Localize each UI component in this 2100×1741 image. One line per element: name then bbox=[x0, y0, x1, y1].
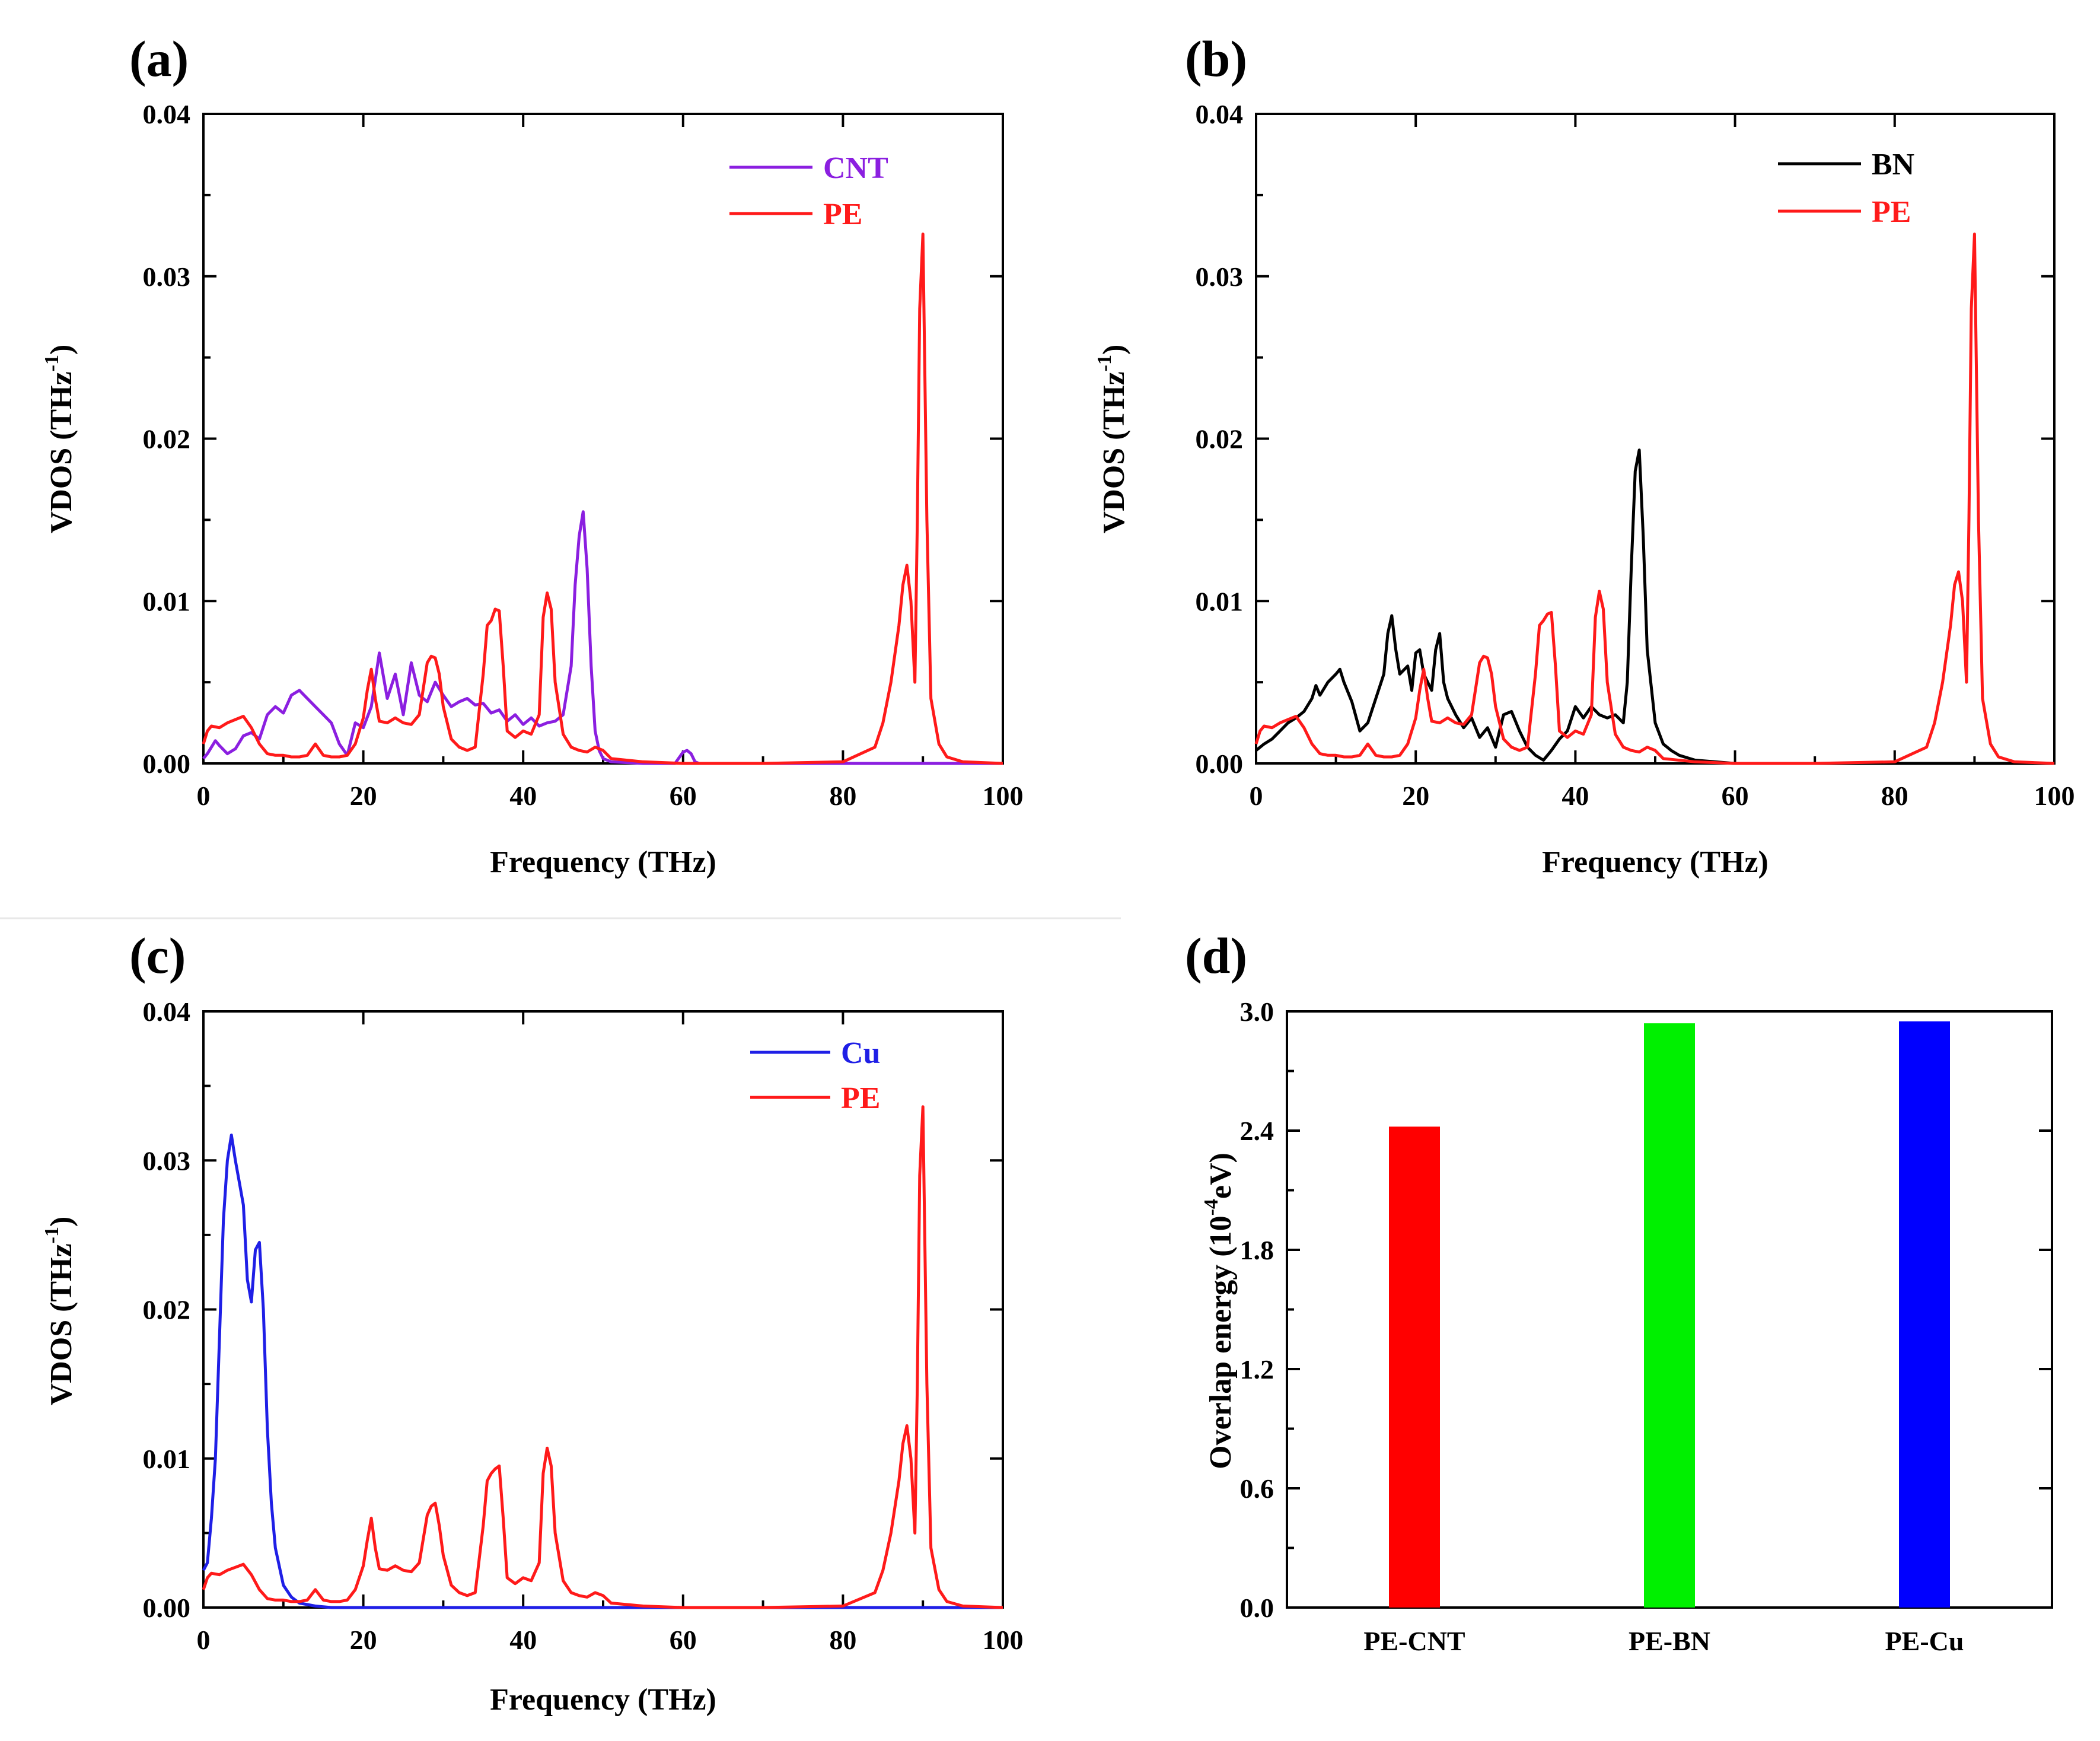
panel-a-legend: CNT PE bbox=[729, 151, 888, 231]
panel-c-xlabel: Frequency (THz) bbox=[490, 1683, 716, 1717]
x-tick-label: 40 bbox=[509, 1625, 537, 1655]
panel-c: (c) 0 20 40 60 80 100 0.00 0.01 0.02 0.03 0.04 Fre… bbox=[41, 927, 1024, 1717]
x-tick-label: 0 bbox=[1250, 781, 1263, 811]
x-category-label: PE-Cu bbox=[1885, 1626, 1964, 1656]
panel-a-lines bbox=[202, 233, 1003, 765]
y-tick-label: 0.01 bbox=[1196, 586, 1244, 616]
legend-label-pe: PE bbox=[841, 1081, 880, 1115]
y-tick-label: 0.0 bbox=[1240, 1593, 1274, 1623]
bar-pe-bn bbox=[1644, 1023, 1695, 1608]
series-line-pe bbox=[202, 1105, 1003, 1609]
x-tick-label: 60 bbox=[670, 781, 697, 811]
panel-a-xlabel: Frequency (THz) bbox=[490, 845, 716, 879]
y-tick-label: 0.03 bbox=[143, 262, 191, 292]
panel-a-label: (a) bbox=[129, 30, 189, 87]
y-tick-label: 0.02 bbox=[143, 424, 191, 454]
y-tick-label: 0.6 bbox=[1240, 1473, 1274, 1504]
x-tick-label: 80 bbox=[1881, 781, 1908, 811]
x-tick-label: 60 bbox=[1722, 781, 1749, 811]
panel-b-xlabel: Frequency (THz) bbox=[1542, 845, 1768, 879]
bar-pe-cnt bbox=[1389, 1126, 1440, 1608]
x-tick-label: 80 bbox=[829, 781, 856, 811]
x-tick-label: 20 bbox=[350, 1625, 377, 1655]
y-tick-label: 0.04 bbox=[143, 997, 191, 1027]
x-category-label: PE-BN bbox=[1629, 1626, 1710, 1656]
x-tick-label: 100 bbox=[983, 1625, 1024, 1655]
panel-b-ylabel: VDOS (THz-1) bbox=[1094, 345, 1131, 534]
x-tick-label: 20 bbox=[1402, 781, 1429, 811]
panel-d: (d) 0.0 0.6 1.2 1.8 2.4 3.0 PE-CNT PE-BN PE-Cu O… bbox=[1185, 927, 2053, 1656]
legend-label-cu: Cu bbox=[841, 1036, 880, 1070]
panel-c-ylabel: VDOS (THz-1) bbox=[41, 1217, 78, 1406]
panel-a: (a) 0 20 40 60 80 100 0.00 0.01 0.02 0.03 0.04 Fre… bbox=[41, 30, 1024, 879]
y-tick-label: 3.0 bbox=[1240, 997, 1274, 1027]
x-tick-label: 100 bbox=[983, 781, 1024, 811]
y-tick-label: 1.2 bbox=[1240, 1354, 1274, 1384]
x-tick-label: 40 bbox=[509, 781, 537, 811]
y-tick-label: 1.8 bbox=[1240, 1235, 1274, 1265]
y-tick-label: 0.02 bbox=[143, 1295, 191, 1325]
panel-d-label: (d) bbox=[1185, 927, 1247, 984]
legend-label-cnt: CNT bbox=[823, 151, 888, 185]
bar-pe-cu bbox=[1899, 1021, 1950, 1608]
panel-b-lines bbox=[1254, 233, 2055, 765]
panel-c-legend: Cu PE bbox=[750, 1036, 880, 1115]
series-line-bn bbox=[1255, 448, 2054, 765]
panel-d-ticks: 0.0 0.6 1.2 1.8 2.4 3.0 PE-CNT PE-BN PE-Cu bbox=[1240, 997, 2052, 1656]
y-tick-label: 0.00 bbox=[1196, 749, 1244, 779]
y-tick-label: 0.02 bbox=[1196, 424, 1244, 454]
y-tick-label: 0.04 bbox=[1196, 99, 1244, 129]
x-tick-label: 20 bbox=[350, 781, 377, 811]
panel-d-bars bbox=[1389, 1021, 1950, 1608]
x-tick-label: 60 bbox=[670, 1625, 697, 1655]
panel-b-legend: BN PE bbox=[1778, 148, 1914, 229]
y-tick-label: 0.00 bbox=[143, 1593, 191, 1623]
y-tick-label: 0.04 bbox=[143, 99, 191, 129]
x-tick-label: 0 bbox=[197, 781, 211, 811]
x-category-label: PE-CNT bbox=[1363, 1626, 1465, 1656]
panel-d-ylabel: Overlap energy (10-4eV) bbox=[1200, 1153, 1238, 1469]
x-tick-label: 80 bbox=[829, 1625, 856, 1655]
series-line-pe bbox=[202, 233, 1003, 765]
y-tick-label: 2.4 bbox=[1240, 1116, 1274, 1146]
panel-c-label: (c) bbox=[129, 927, 186, 984]
series-line-cu bbox=[202, 1134, 1003, 1609]
panel-b: (b) 0 20 40 60 80 100 0.00 0.01 0.02 0.03 0.04 Fre… bbox=[1094, 30, 2075, 879]
panel-b-ticks: 0 20 40 60 80 100 0.00 0.01 0.02 0.03 0.04 bbox=[1196, 99, 2075, 811]
x-tick-label: 100 bbox=[2034, 781, 2075, 811]
y-tick-label: 0.01 bbox=[143, 586, 191, 616]
legend-label-pe: PE bbox=[823, 198, 862, 231]
x-tick-label: 0 bbox=[197, 1625, 211, 1655]
y-tick-label: 0.03 bbox=[1196, 262, 1244, 292]
panel-a-ylabel: VDOS (THz-1) bbox=[41, 345, 78, 534]
panel-c-ticks: 0 20 40 60 80 100 0.00 0.01 0.02 0.03 0.04 bbox=[143, 997, 1024, 1655]
series-line-pe bbox=[1254, 233, 2055, 765]
series-line-cnt bbox=[202, 510, 1003, 765]
legend-label-pe: PE bbox=[1872, 195, 1911, 229]
y-tick-label: 0.00 bbox=[143, 749, 191, 779]
y-tick-label: 0.01 bbox=[143, 1444, 191, 1474]
y-tick-label: 0.03 bbox=[143, 1145, 191, 1176]
x-tick-label: 40 bbox=[1562, 781, 1589, 811]
panel-b-label: (b) bbox=[1185, 30, 1247, 87]
panel-c-lines bbox=[202, 1105, 1003, 1609]
legend-label-bn: BN bbox=[1872, 148, 1914, 182]
